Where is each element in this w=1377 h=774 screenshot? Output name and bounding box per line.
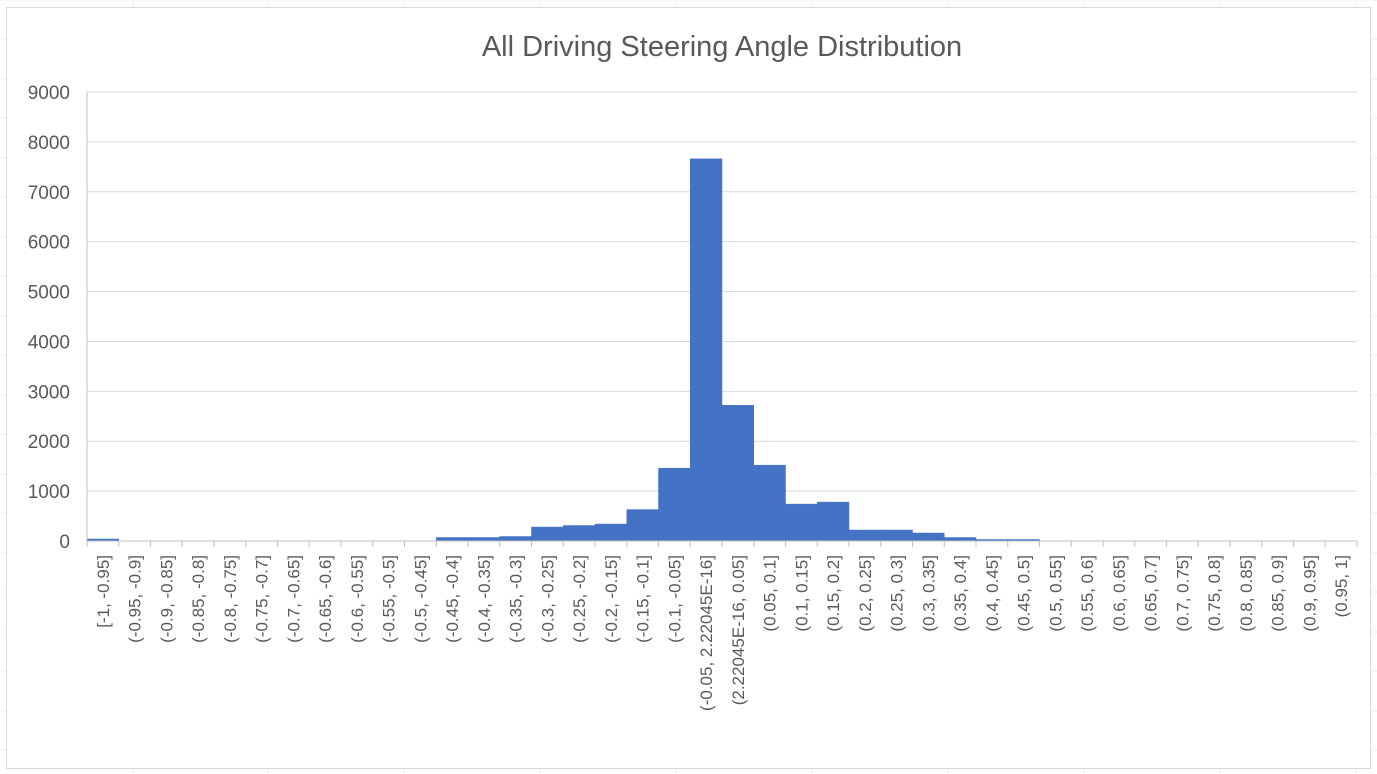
x-tick-label: (-0.5, -0.45] bbox=[411, 555, 430, 643]
x-tick-label: (0.5, 0.55] bbox=[1046, 555, 1065, 632]
bars bbox=[86, 158, 1040, 542]
x-tick-label: (0.45, 0.5] bbox=[1015, 555, 1034, 632]
y-tick-label: 1000 bbox=[28, 482, 70, 503]
bar bbox=[848, 529, 881, 542]
x-tick-label: (0.1, 0.15] bbox=[792, 555, 811, 632]
y-tick-label: 2000 bbox=[28, 432, 70, 453]
chart-container[interactable]: All Driving Steering Angle Distribution … bbox=[6, 7, 1371, 769]
x-tick-label: (0.05, 0.1] bbox=[761, 555, 780, 632]
x-tick-label: (0.95, 1] bbox=[1332, 555, 1351, 617]
x-tick-label: (0.2, 0.25] bbox=[856, 555, 875, 632]
x-tick-label: (-0.05, 2.22045E-16] bbox=[697, 555, 716, 711]
x-tick-label: (0.8, 0.85] bbox=[1237, 555, 1256, 632]
y-tick-label: 5000 bbox=[28, 283, 70, 304]
y-tick-label: 6000 bbox=[28, 233, 70, 254]
y-tick-label: 0 bbox=[59, 532, 70, 553]
x-tick-label: (0.7, 0.75] bbox=[1173, 555, 1192, 632]
bar bbox=[753, 464, 786, 542]
x-tick-label: [-1, -0.95] bbox=[94, 555, 113, 628]
x-tick-label: (0.65, 0.7] bbox=[1142, 555, 1161, 632]
y-tick-label: 3000 bbox=[28, 382, 70, 403]
x-tick-label: (-0.4, -0.35] bbox=[475, 555, 494, 643]
bar bbox=[467, 537, 500, 542]
y-axis-ticks: 0 1000 2000 3000 4000 5000 6000 7000 8000 9000 bbox=[28, 83, 70, 553]
bar bbox=[436, 537, 469, 542]
bar bbox=[880, 529, 913, 542]
bar bbox=[912, 532, 945, 542]
chart-title: All Driving Steering Angle Distribution bbox=[482, 31, 962, 63]
bar bbox=[531, 526, 564, 542]
x-axis-ticks: [-1, -0.95] (-0.95, -0.9] (-0.9, -0.85] (-0… bbox=[94, 555, 1351, 711]
bar bbox=[944, 537, 977, 542]
x-tick-label: (0.3, 0.35] bbox=[919, 555, 938, 632]
x-tick-label: (0.15, 0.2] bbox=[824, 555, 843, 632]
y-tick-label: 4000 bbox=[28, 332, 70, 353]
x-tick-label: (-0.3, -0.25] bbox=[538, 555, 557, 643]
x-tick-label: (0.9, 0.95] bbox=[1300, 555, 1319, 632]
bar bbox=[499, 536, 532, 542]
x-tick-label: (-0.15, -0.1] bbox=[634, 555, 653, 643]
bar bbox=[817, 501, 850, 542]
x-tick-label: (0.25, 0.3] bbox=[888, 555, 907, 632]
x-tick-label: (-0.35, -0.3] bbox=[507, 555, 526, 643]
x-tick-label: (-0.6, -0.55] bbox=[348, 555, 367, 643]
bar bbox=[563, 525, 596, 542]
x-tick-label: (0.75, 0.8] bbox=[1205, 555, 1224, 632]
y-tick-label: 8000 bbox=[28, 133, 70, 154]
x-tick-label: (0.35, 0.4] bbox=[951, 555, 970, 632]
x-tick-label: (0.4, 0.45] bbox=[983, 555, 1002, 632]
x-tick-label: (0.6, 0.65] bbox=[1110, 555, 1129, 632]
bar bbox=[594, 523, 627, 542]
x-tick-label: (-0.75, -0.7] bbox=[253, 555, 272, 643]
y-tick-label: 7000 bbox=[28, 183, 70, 204]
bar bbox=[626, 509, 659, 542]
x-tick-label: (-0.7, -0.65] bbox=[284, 555, 303, 643]
histogram-chart: All Driving Steering Angle Distribution … bbox=[28, 31, 1358, 711]
bar bbox=[690, 158, 723, 542]
x-tick-label: (2.22045E-16, 0.05] bbox=[729, 555, 748, 705]
x-tick-label: (-0.2, -0.15] bbox=[602, 555, 621, 643]
x-tick-label: (0.85, 0.9] bbox=[1269, 555, 1288, 632]
bar bbox=[721, 405, 754, 542]
bar bbox=[658, 467, 691, 542]
axes bbox=[86, 92, 1358, 547]
x-tick-label: (-0.65, -0.6] bbox=[316, 555, 335, 643]
x-tick-label: (-0.55, -0.5] bbox=[380, 555, 399, 643]
x-tick-label: (-0.85, -0.8] bbox=[189, 555, 208, 643]
x-tick-label: (0.55, 0.6] bbox=[1078, 555, 1097, 632]
bar bbox=[785, 503, 818, 542]
x-tick-label: (-0.25, -0.2] bbox=[570, 555, 589, 643]
x-tick-label: (-0.95, -0.9] bbox=[126, 555, 145, 643]
y-tick-label: 9000 bbox=[28, 83, 70, 104]
x-tick-label: (-0.9, -0.85] bbox=[157, 555, 176, 643]
x-tick-label: (-0.8, -0.75] bbox=[221, 555, 240, 643]
x-tick-label: (-0.1, -0.05] bbox=[665, 555, 684, 643]
x-tick-label: (-0.45, -0.4] bbox=[443, 555, 462, 643]
